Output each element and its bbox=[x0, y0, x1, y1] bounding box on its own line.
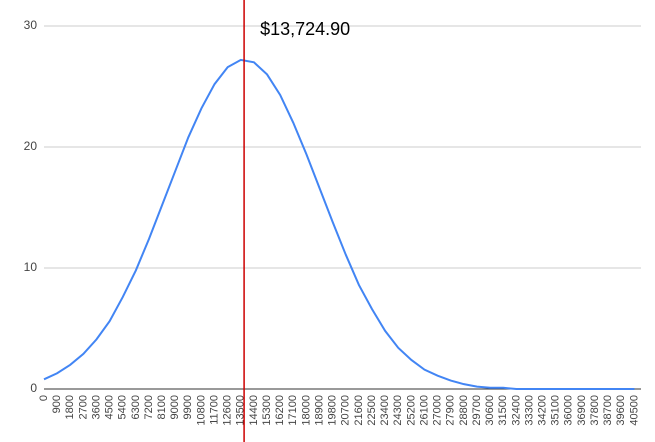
x-tick-label: 39600 bbox=[615, 395, 627, 426]
x-tick-label: 40500 bbox=[628, 395, 640, 426]
x-tick-label: 36900 bbox=[576, 395, 588, 426]
x-tick-label: 3600 bbox=[90, 395, 102, 419]
x-tick-label: 18900 bbox=[313, 395, 325, 426]
x-tick-label: 19800 bbox=[327, 395, 339, 426]
x-tick-label: 35100 bbox=[550, 395, 562, 426]
x-tick-label: 10800 bbox=[195, 395, 207, 426]
x-tick-label: 11700 bbox=[208, 395, 220, 425]
y-tick-label: 30 bbox=[24, 18, 38, 32]
x-tick-label: 27000 bbox=[432, 395, 444, 426]
x-tick-label: 7200 bbox=[143, 395, 155, 419]
x-tick-label: 4500 bbox=[104, 395, 116, 419]
x-tick-label: 9000 bbox=[169, 395, 181, 419]
x-tick-label: 2700 bbox=[77, 395, 89, 419]
x-tick-label: 29700 bbox=[471, 395, 483, 426]
x-tick-label: 6300 bbox=[130, 395, 142, 419]
x-tick-label: 1800 bbox=[64, 395, 76, 419]
x-tick-label: 30600 bbox=[484, 395, 496, 426]
x-tick-label: 17100 bbox=[287, 395, 299, 426]
line-series bbox=[43, 58, 635, 390]
x-tick-label: 8100 bbox=[156, 395, 168, 419]
x-tick-label: 12600 bbox=[222, 395, 234, 426]
x-tick-label: 13500 bbox=[235, 395, 247, 426]
x-tick-label: 18000 bbox=[300, 395, 312, 426]
x-tick-label: 28800 bbox=[458, 395, 470, 426]
x-tick-label: 20700 bbox=[340, 395, 352, 426]
x-tick-label: 32400 bbox=[510, 395, 522, 426]
x-tick-label: 36000 bbox=[563, 395, 575, 426]
x-tick-label: 16200 bbox=[274, 395, 286, 426]
x-tick-label: 33300 bbox=[523, 395, 535, 426]
y-tick-label: 0 bbox=[30, 381, 37, 395]
x-tick-label: 5400 bbox=[117, 395, 129, 419]
x-tick-label: 23400 bbox=[379, 395, 391, 426]
x-tick-label: 15300 bbox=[261, 395, 273, 426]
x-tick-label: 14400 bbox=[248, 395, 260, 426]
x-tick-label: 25200 bbox=[405, 395, 417, 426]
x-tick-label: 38700 bbox=[602, 395, 614, 426]
x-tick-label: 22500 bbox=[366, 395, 378, 426]
x-tick-label: 24300 bbox=[392, 395, 404, 426]
x-tick-label: 31500 bbox=[497, 395, 509, 426]
x-tick-label: 37800 bbox=[589, 395, 601, 426]
x-tick-label: 27900 bbox=[445, 395, 457, 426]
x-tick-label: 34200 bbox=[536, 395, 548, 426]
x-tick-label: 900 bbox=[51, 395, 63, 413]
x-tick-label: 26100 bbox=[418, 395, 430, 426]
y-tick-label: 20 bbox=[24, 139, 38, 153]
x-tick-label: 0 bbox=[38, 395, 50, 401]
x-tick-label: 21600 bbox=[353, 395, 365, 426]
y-tick-label: 10 bbox=[24, 260, 38, 274]
x-tick-label: 9900 bbox=[182, 395, 194, 419]
marker-label: $13,724.90 bbox=[260, 19, 350, 39]
